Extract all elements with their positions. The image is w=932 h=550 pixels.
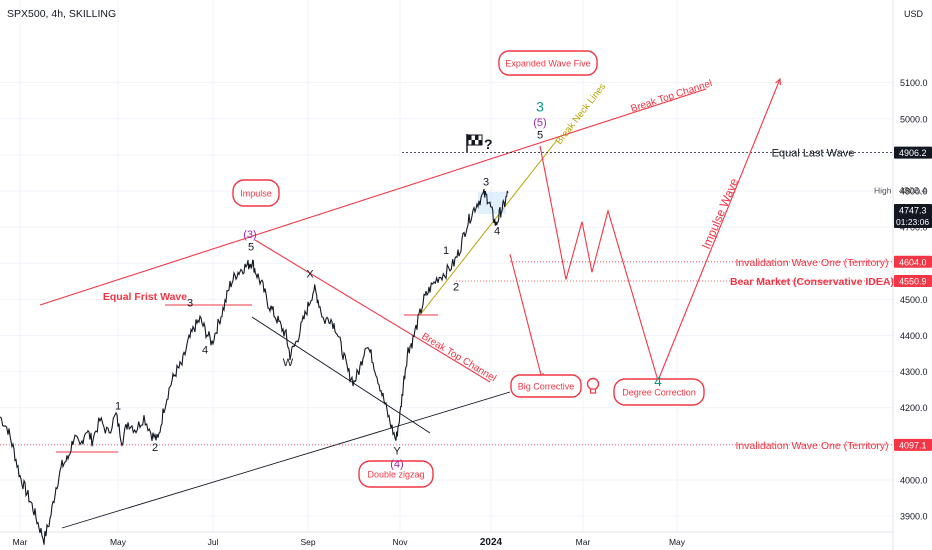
y-tick-label: 4400.0 bbox=[900, 331, 928, 341]
bulb-base bbox=[589, 388, 597, 394]
x-tick-label: Sep bbox=[300, 537, 315, 547]
price-tag-label: 4097.1 bbox=[899, 440, 927, 450]
degree-correction-label: Degree Correction bbox=[622, 388, 696, 398]
y-tick-label: 4000.0 bbox=[900, 475, 928, 485]
x-tick-label: Mar bbox=[13, 537, 28, 547]
flag-check bbox=[468, 135, 472, 140]
symbol-title: SPX500, 4h, SKILLING bbox=[7, 8, 116, 20]
descending-channel-line bbox=[254, 239, 491, 383]
x-tick-label: May bbox=[669, 537, 686, 547]
wave-label: (5) bbox=[533, 117, 546, 129]
y-tick-label: 4500.0 bbox=[900, 295, 928, 305]
x-tick-label: May bbox=[110, 537, 127, 547]
price-tag-box bbox=[894, 274, 932, 287]
double-zigzag-label: Double zigzag bbox=[367, 470, 424, 480]
wave-label: W bbox=[283, 357, 294, 369]
wave-label: (3) bbox=[243, 229, 256, 241]
expanded-wave-five-box bbox=[498, 50, 598, 76]
x-tick-label: Nov bbox=[392, 537, 408, 547]
y-tick-label: 4200.0 bbox=[900, 403, 928, 413]
lightbulb-icon bbox=[586, 377, 600, 394]
x-tick-label: Mar bbox=[576, 537, 591, 547]
high-price-label: 4803.4 bbox=[899, 185, 927, 195]
big-corrective-label: Big Corrective bbox=[518, 382, 575, 392]
invalidation-lower-label: Invalidation Wave One (Territory) bbox=[735, 440, 888, 452]
wave-label: 3 bbox=[187, 298, 193, 310]
upper-channel-line bbox=[39, 88, 707, 306]
flag-check bbox=[478, 140, 482, 145]
bulb-glass bbox=[586, 377, 600, 391]
wave-label: 1 bbox=[443, 245, 449, 257]
y-tick-label: 4800.0 bbox=[900, 187, 928, 197]
wave-label: 2 bbox=[152, 442, 158, 454]
equal-first-wave-label: Equal Frist Wave bbox=[103, 291, 187, 303]
bear-market-label: Bear Market (Conservative IDEA) bbox=[730, 276, 894, 288]
x-tick-label: 2024 bbox=[480, 537, 503, 548]
finish-flag-icon bbox=[466, 134, 483, 152]
impulse-box bbox=[232, 179, 280, 207]
flag-check bbox=[475, 135, 479, 140]
price-tag-box bbox=[894, 146, 932, 159]
price-tag-label: 4747.3 bbox=[899, 206, 927, 216]
countdown-label: 01:23:06 bbox=[896, 217, 929, 227]
neck-line bbox=[419, 139, 558, 316]
wave-label: (4) bbox=[390, 458, 403, 470]
impulse-label: Impulse bbox=[240, 189, 272, 199]
flag-check bbox=[471, 140, 475, 145]
price-grid bbox=[0, 0, 893, 532]
y-tick-label: 3900.0 bbox=[900, 512, 928, 522]
price-tag-box bbox=[894, 204, 932, 229]
price-tag-label: 4604.0 bbox=[899, 257, 927, 267]
wave-label: 3 bbox=[483, 177, 489, 189]
price-tag-box bbox=[894, 438, 932, 451]
y-tick-label: 4300.0 bbox=[900, 367, 928, 377]
price-series bbox=[0, 188, 509, 545]
impulse-arrow-head bbox=[775, 77, 781, 86]
wave-label: 4 bbox=[494, 225, 500, 237]
price-tag-label: 4550.9 bbox=[899, 276, 927, 286]
wave-label: 4 bbox=[202, 345, 208, 357]
wave-label: Y bbox=[393, 446, 401, 458]
wave-label: 4 bbox=[654, 373, 662, 389]
bear-arrow-line bbox=[509, 254, 543, 379]
expanded-wave-five-label: Expanded Wave Five bbox=[505, 59, 590, 69]
invalidation-upper-label: Invalidation Wave One (Territory) bbox=[735, 257, 888, 269]
wave-label: 1 bbox=[115, 401, 121, 413]
wave-label: 5 bbox=[537, 130, 543, 142]
lower-trend-line bbox=[61, 391, 511, 529]
question-mark-label: ? bbox=[484, 136, 493, 152]
currency-label: USD bbox=[904, 9, 924, 19]
wave-label: 5 bbox=[248, 242, 254, 254]
x-tick-label: Jul bbox=[208, 537, 219, 547]
wave-label: X bbox=[306, 269, 314, 281]
y-tick-label: 5100.0 bbox=[900, 78, 928, 88]
big-corrective-box bbox=[510, 374, 582, 398]
wave-label: 3 bbox=[536, 99, 544, 115]
y-tick-label: 5000.0 bbox=[900, 114, 928, 124]
price-tag-label: 4906.2 bbox=[899, 148, 927, 158]
double-zigzag-box bbox=[358, 460, 434, 488]
time-axis[interactable]: Mar May Jul Sep Nov 2024 Mar May bbox=[13, 537, 686, 548]
wave-label: 2 bbox=[453, 281, 459, 293]
high-label: High bbox=[874, 185, 892, 195]
degree-correction-box bbox=[613, 378, 705, 406]
price-tags: 4906.2 High 4803.4 4747.301:23:06 4604.0 4550… bbox=[874, 146, 932, 451]
price-tag-box bbox=[894, 255, 932, 268]
equal-last-wave-label: Equal Last Wave bbox=[772, 148, 855, 160]
